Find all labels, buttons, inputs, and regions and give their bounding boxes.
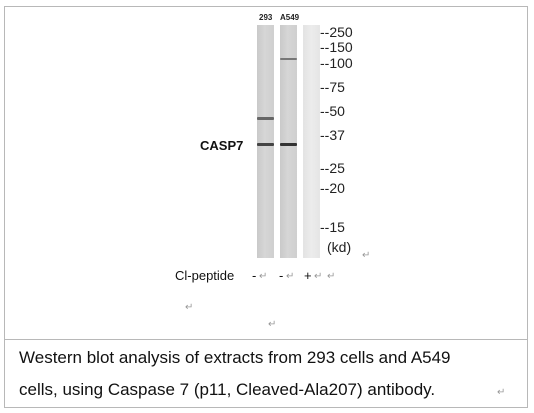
band-casp7 <box>257 143 274 146</box>
return-mark: ↵ <box>259 271 268 282</box>
band-upper <box>257 117 274 120</box>
marker-250: --250 <box>320 24 353 40</box>
marker-150: --150 <box>320 39 353 55</box>
band-casp7 <box>280 143 297 146</box>
blot-lane-peptide <box>303 25 320 258</box>
return-mark: ↵ <box>362 250 371 261</box>
marker-50: --50 <box>320 103 345 119</box>
marker-37: --37 <box>320 127 345 143</box>
caption-line-1: Western blot analysis of extracts from 2… <box>19 348 451 367</box>
caption-line-2: cells, using Caspase 7 (p11, Cleaved-Ala… <box>19 380 436 399</box>
marker-100: --100 <box>320 55 353 71</box>
kd-unit-label: (kd) <box>327 239 352 255</box>
marker-25: --25 <box>320 160 345 176</box>
return-mark: ↵ <box>286 271 295 282</box>
peptide-sign-peptide: + <box>304 268 312 283</box>
return-mark: ↵ <box>185 302 194 313</box>
caption-divider <box>4 339 528 340</box>
lane-label-a549: A549 <box>280 13 300 22</box>
return-mark: ↵ <box>497 387 506 398</box>
protein-label: CASP7 <box>200 138 244 153</box>
lane-label-293: 293 <box>259 13 273 22</box>
band-high <box>280 58 297 60</box>
blot-lane-a549 <box>280 25 297 258</box>
peptide-label: Cl-peptide <box>175 268 235 283</box>
figure-frame <box>4 6 528 408</box>
return-mark: ↵ <box>314 271 323 282</box>
marker-20: --20 <box>320 180 345 196</box>
return-mark: ↵ <box>327 271 336 282</box>
marker-15: --15 <box>320 219 345 235</box>
blot-lane-293 <box>257 25 274 258</box>
peptide-sign-293: - <box>252 268 257 283</box>
marker-75: --75 <box>320 79 345 95</box>
return-mark: ↵ <box>268 319 277 330</box>
peptide-sign-a549: - <box>279 268 284 283</box>
